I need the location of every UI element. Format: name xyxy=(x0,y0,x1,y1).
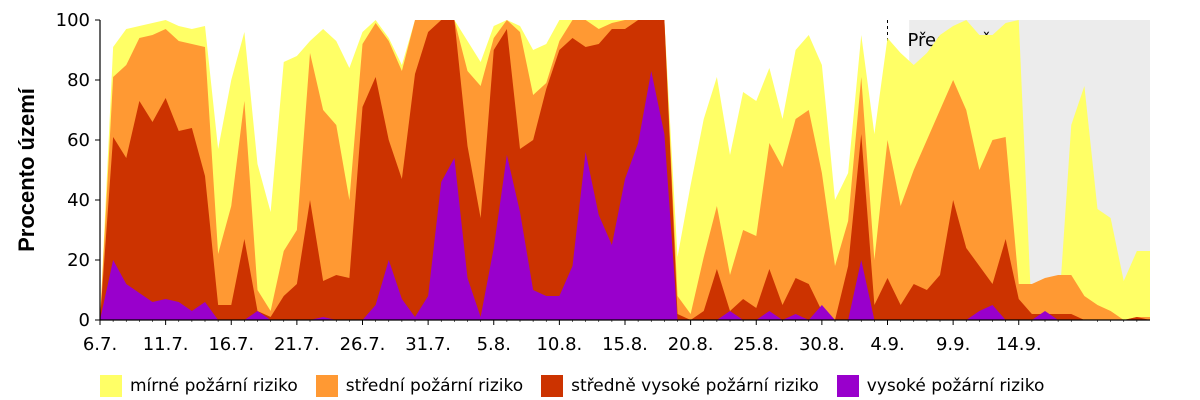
x-tick-label: 6.7. xyxy=(83,334,117,355)
x-tick-label: 9.9. xyxy=(936,334,970,355)
x-tick-label: 16.7. xyxy=(208,334,254,355)
legend-item-stredne-vysoke: středně vysoké požární riziko xyxy=(541,375,819,397)
y-tick-label: 100 xyxy=(56,10,90,31)
x-tick-label: 31.7. xyxy=(405,334,451,355)
legend: mírné požární riziko střední požární riz… xyxy=(100,372,1062,400)
legend-item-vysoke: vysoké požární riziko xyxy=(836,375,1045,397)
x-tick-label: 5.8. xyxy=(477,334,511,355)
x-tick-label: 11.7. xyxy=(143,334,189,355)
legend-label-stredne-vysoke: středně vysoké požární riziko xyxy=(571,376,819,396)
area-vysoke xyxy=(100,71,1150,320)
y-tick-label: 0 xyxy=(79,310,90,331)
legend-swatch-stredne-vysoke xyxy=(541,375,564,397)
area-stredne-vysoke xyxy=(100,20,1150,320)
y-tick-label: 60 xyxy=(67,130,90,151)
x-tick-label: 10.8. xyxy=(536,334,582,355)
legend-swatch-mirne xyxy=(100,375,122,397)
legend-item-mirne: mírné požární riziko xyxy=(100,375,298,397)
x-tick-label: 25.8. xyxy=(733,334,779,355)
x-tick-label: 21.7. xyxy=(274,334,320,355)
x-tick-label: 4.9. xyxy=(870,334,904,355)
legend-label-stredni: střední požární riziko xyxy=(345,376,524,396)
y-tick-label: 20 xyxy=(67,250,90,271)
y-tick-label: 80 xyxy=(67,70,90,91)
legend-label-vysoke: vysoké požární riziko xyxy=(866,376,1045,396)
legend-swatch-vysoke xyxy=(836,375,859,397)
x-tick-label: 15.8. xyxy=(602,334,648,355)
x-tick-label: 14.9. xyxy=(996,334,1042,355)
legend-item-stredni: střední požární riziko xyxy=(315,375,524,397)
x-tick-label: 30.8. xyxy=(799,334,845,355)
y-tick-label: 40 xyxy=(67,190,90,211)
x-tick-label: 20.8. xyxy=(668,334,714,355)
x-tick-label: 26.7. xyxy=(340,334,386,355)
legend-swatch-stredni xyxy=(315,375,338,397)
y-axis-label: Procento území xyxy=(14,87,39,252)
legend-label-mirne: mírné požární riziko xyxy=(130,376,298,396)
